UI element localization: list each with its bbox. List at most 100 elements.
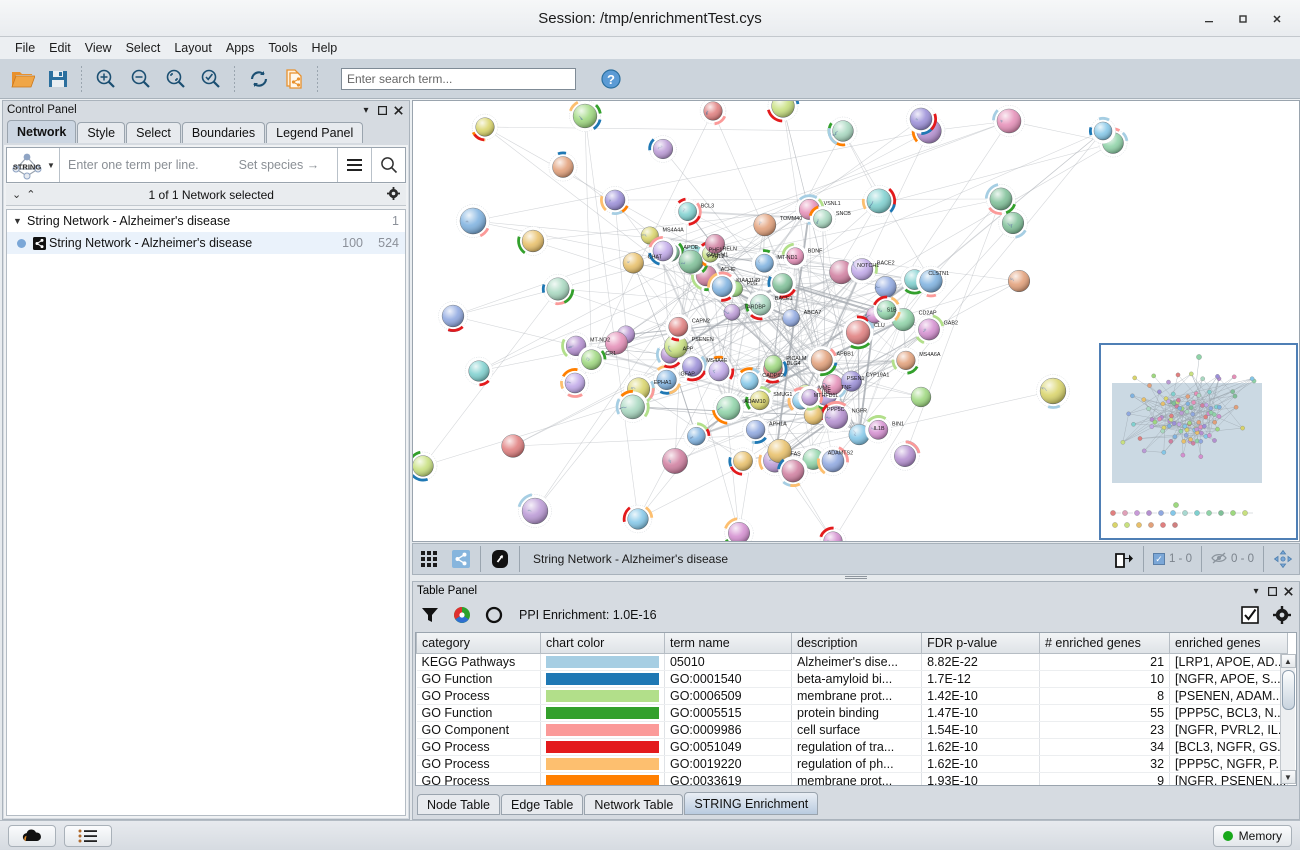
help-icon[interactable]: ? xyxy=(594,63,627,95)
menu-apps[interactable]: Apps xyxy=(225,41,255,55)
cell-term-name: GO:0009986 xyxy=(664,721,793,739)
menu-tools[interactable]: Tools xyxy=(268,41,298,55)
table-header-row: category chart color term name descripti… xyxy=(416,633,1288,654)
collapse-all-icon[interactable]: ⌄ xyxy=(12,189,22,201)
select-all-checkbox-icon[interactable] xyxy=(1237,602,1263,628)
svg-text:CR1: CR1 xyxy=(605,351,616,357)
menu-view[interactable]: View xyxy=(84,41,112,55)
memory-label: Memory xyxy=(1238,828,1282,843)
close-panel-icon[interactable] xyxy=(391,103,405,117)
open-folder-icon[interactable] xyxy=(6,63,39,95)
tab-legend-panel[interactable]: Legend Panel xyxy=(266,122,364,143)
menu-help[interactable]: Help xyxy=(311,41,338,55)
tab-string-enrichment[interactable]: STRING Enrichment xyxy=(684,792,819,815)
table-tabs: Node Table Edge Table Network Table STRI… xyxy=(417,791,819,815)
string-options-menu-icon[interactable] xyxy=(338,148,371,182)
filter-icon[interactable] xyxy=(417,602,443,628)
minimize-icon[interactable] xyxy=(1192,4,1226,34)
svg-text:MS4A4A: MS4A4A xyxy=(663,228,685,234)
column-header-category[interactable]: category xyxy=(416,633,541,654)
column-header-description[interactable]: description xyxy=(790,633,923,654)
network-graph[interactable]: MT-ND2 MT-ND1 VSNL1 CD2AP MS4A4A MS4A6A MS4A4E… xyxy=(413,101,1299,541)
chevron-down-icon[interactable]: ▾ xyxy=(363,104,369,116)
expand-all-icon[interactable]: ⌃ xyxy=(26,189,36,201)
divider xyxy=(371,148,372,182)
zoom-selected-icon[interactable] xyxy=(194,63,227,95)
tab-style[interactable]: Style xyxy=(77,122,126,143)
refresh-icon[interactable] xyxy=(242,63,275,95)
chevron-down-icon[interactable]: ▾ xyxy=(1253,585,1259,597)
scroll-up-arrow-icon[interactable]: ▲ xyxy=(1280,654,1296,668)
column-header-enriched-genes[interactable]: enriched genes xyxy=(1169,633,1288,654)
svg-text:GFAP: GFAP xyxy=(681,371,696,377)
column-header-chart-color[interactable]: chart color xyxy=(539,633,665,654)
close-icon[interactable] xyxy=(1260,4,1294,34)
column-header-term-name[interactable]: term name xyxy=(663,633,793,654)
network-collection-row[interactable]: ▼ String Network - Alzheimer's disease 1 xyxy=(7,210,405,232)
fit-content-icon[interactable] xyxy=(1267,544,1299,574)
tab-node-table[interactable]: Node Table xyxy=(417,794,501,815)
network-view-canvas[interactable]: MT-ND2 MT-ND1 VSNL1 CD2AP MS4A4A MS4A6A MS4A4E… xyxy=(412,100,1300,542)
set-species-link[interactable]: Set species → xyxy=(238,158,320,172)
menu-edit[interactable]: Edit xyxy=(49,41,71,55)
tab-boundaries[interactable]: Boundaries xyxy=(181,122,266,143)
cell-enriched-genes: [PSENEN, ADAM... xyxy=(1169,687,1288,705)
color-swatch xyxy=(545,689,659,702)
table-row[interactable]: KEGG Pathways 05010 Alzheimer's dise... 8.8… xyxy=(416,653,1288,671)
column-header-enriched-count[interactable]: # enriched genes xyxy=(1038,633,1171,654)
menu-layout[interactable]: Layout xyxy=(174,41,212,55)
svg-text:ADAM10: ADAM10 xyxy=(744,399,766,405)
pie-chart-icon[interactable] xyxy=(449,602,475,628)
table-row[interactable]: GO Process GO:0019220 regulation of ph... 1… xyxy=(416,755,1288,773)
zoom-fit-icon[interactable] xyxy=(159,63,192,95)
tab-network-table[interactable]: Network Table xyxy=(584,794,684,815)
close-panel-icon[interactable] xyxy=(1281,584,1295,598)
toolbar-separator xyxy=(81,65,82,92)
zoom-out-icon[interactable] xyxy=(124,63,157,95)
search-input[interactable]: Enter search term... xyxy=(341,67,576,90)
gear-icon[interactable] xyxy=(387,186,400,203)
tab-select[interactable]: Select xyxy=(126,122,181,143)
maximize-icon[interactable] xyxy=(1226,4,1260,34)
string-search-icon[interactable] xyxy=(372,148,405,182)
scroll-down-arrow-icon[interactable]: ▼ xyxy=(1280,770,1296,784)
selected-count: ✓ 1 - 0 xyxy=(1147,553,1198,565)
scrollbar-thumb[interactable] xyxy=(1281,670,1295,710)
table-row[interactable]: GO Function GO:0005515 protein binding 1.47… xyxy=(416,704,1288,722)
network-overview-birdseye[interactable] xyxy=(1099,343,1298,540)
string-query-input[interactable]: Enter one term per line. Set species → xyxy=(60,158,337,172)
svg-text:APP: APP xyxy=(683,347,694,353)
cloud-status-button[interactable] xyxy=(8,824,56,847)
menu-select[interactable]: Select xyxy=(125,41,161,55)
tab-network[interactable]: Network xyxy=(7,120,77,143)
gear-icon[interactable] xyxy=(1269,602,1295,628)
grid-layout-icon[interactable] xyxy=(413,544,445,574)
export-view-icon[interactable] xyxy=(1108,544,1140,574)
float-panel-icon[interactable] xyxy=(1265,584,1279,598)
network-row[interactable]: String Network - Alzheimer's disease 100… xyxy=(7,232,405,254)
zoom-in-icon[interactable] xyxy=(89,63,122,95)
table-row[interactable]: GO Process GO:0006509 membrane prot... 1.42… xyxy=(416,687,1288,705)
column-header-fdr-pvalue[interactable]: FDR p-value xyxy=(921,633,1040,654)
table-vertical-scrollbar[interactable]: ▲ ▼ xyxy=(1280,654,1296,784)
table-row[interactable]: GO Process GO:0033619 membrane prot... 1.93… xyxy=(416,772,1288,785)
panel-split-handle[interactable] xyxy=(412,574,1300,581)
tab-edge-table[interactable]: Edge Table xyxy=(501,794,584,815)
menu-file[interactable]: File xyxy=(15,41,36,55)
expand-view-icon[interactable] xyxy=(484,544,516,574)
memory-status-button[interactable]: Memory xyxy=(1212,824,1292,847)
enrichment-table-container[interactable]: category chart color term name descripti… xyxy=(415,632,1297,786)
save-icon[interactable] xyxy=(41,63,74,95)
table-row[interactable]: GO Function GO:0001540 beta-amyloid bi... 1… xyxy=(416,670,1288,688)
species-dropdown-icon[interactable]: ▼ xyxy=(47,160,55,170)
string-logo-icon[interactable]: STRING xyxy=(7,148,47,182)
network-thumbnail-icon[interactable] xyxy=(445,544,477,574)
task-list-button[interactable] xyxy=(64,824,112,847)
svg-text:PVRL2: PVRL2 xyxy=(707,254,724,260)
float-panel-icon[interactable] xyxy=(375,103,389,117)
expand-triangle-icon[interactable]: ▼ xyxy=(13,216,22,226)
share-network-icon[interactable] xyxy=(277,63,310,95)
table-row[interactable]: GO Component GO:0009986 cell surface 1.54E-… xyxy=(416,721,1288,739)
table-row[interactable]: GO Process GO:0051049 regulation of tra...… xyxy=(416,738,1288,756)
donut-chart-icon[interactable] xyxy=(481,602,507,628)
